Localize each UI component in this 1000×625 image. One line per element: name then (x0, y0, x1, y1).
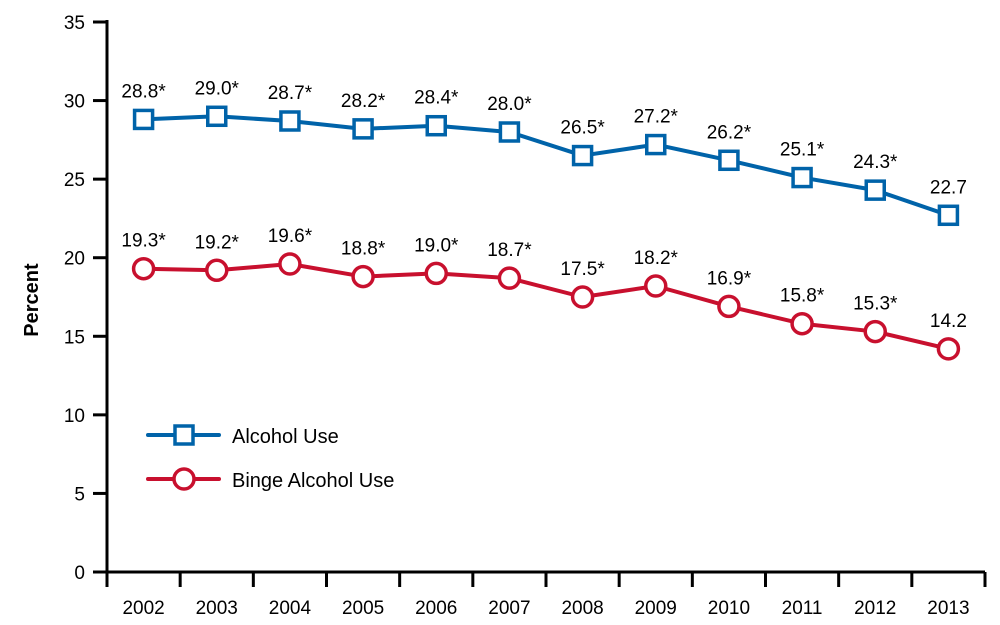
y-tick-label: 10 (64, 406, 85, 427)
data-label: 28.8* (121, 81, 166, 102)
data-point (497, 266, 522, 290)
data-point (206, 105, 228, 128)
data-point (645, 133, 667, 156)
data-point (351, 264, 375, 289)
data-label: 17.5* (560, 259, 605, 280)
data-label: 22.7 (930, 177, 967, 198)
data-label: 28.7* (268, 83, 313, 104)
data-label: 19.0* (414, 235, 459, 256)
x-tick-label: 2002 (122, 598, 164, 619)
square-marker-icon (173, 424, 195, 446)
data-point (424, 261, 448, 286)
y-tick-label: 5 (74, 484, 85, 505)
x-tick-label: 2004 (269, 598, 312, 619)
data-label: 19.6* (268, 226, 313, 247)
data-label: 18.7* (487, 240, 532, 261)
data-label: 14.2 (930, 311, 967, 332)
data-point (279, 110, 301, 132)
legend-item: Alcohol Use (146, 424, 339, 448)
x-tick-label: 2006 (415, 598, 457, 619)
data-label: 18.2* (634, 248, 679, 269)
data-label: 16.9* (707, 268, 752, 289)
series-line (143, 262, 949, 351)
data-label: 19.2* (195, 232, 240, 253)
y-tick-label: 20 (64, 249, 85, 270)
data-point (718, 149, 740, 172)
data-label: 15.3* (853, 294, 898, 315)
data-point (132, 108, 155, 131)
data-point (498, 121, 521, 143)
x-tick-label: 2012 (854, 598, 896, 619)
y-tick-label: 30 (64, 92, 85, 113)
data-label: 29.0* (195, 78, 240, 99)
data-label: 18.8* (341, 239, 386, 260)
x-tick-label: 2003 (196, 598, 238, 619)
data-point (790, 311, 814, 336)
data-label: 15.8* (780, 286, 825, 307)
x-tick-label: 2011 (782, 598, 823, 619)
data-label: 27.2* (634, 107, 679, 128)
x-tick-label: 2013 (927, 598, 969, 619)
legend-item: Binge Alcohol Use (146, 467, 394, 492)
series-line (143, 114, 950, 218)
data-label: 26.2* (707, 122, 752, 143)
data-point (864, 179, 886, 201)
y-tick-label: 35 (64, 13, 85, 34)
series-binge-alcohol-use: 19.3* 19.2* 19.6* 18.8* 19.0* 18.7* 17.5* 18.2*… (121, 226, 967, 361)
x-tick-label: 2010 (708, 598, 750, 619)
data-label: 19.3* (121, 231, 166, 252)
data-label: 28.2* (341, 91, 386, 112)
data-label: 24.3* (853, 152, 898, 173)
data-point (791, 166, 813, 189)
data-point (278, 252, 302, 276)
x-tick-label: 2008 (561, 598, 603, 619)
y-tick-label: 0 (74, 563, 85, 584)
y-tick-label: 15 (64, 327, 85, 348)
x-tick-label: 2005 (342, 598, 384, 619)
x-tick-label: 2007 (488, 598, 530, 619)
y-axis-label: Percent (21, 263, 43, 337)
legend-label: Alcohol Use (232, 426, 339, 448)
data-point (131, 256, 156, 281)
data-point (863, 319, 887, 344)
data-label: 25.1* (780, 140, 825, 161)
data-point (352, 118, 374, 140)
legend-label: Binge Alcohol Use (232, 470, 394, 492)
data-point (644, 274, 668, 298)
data-label: 28.0* (487, 94, 532, 115)
data-point (571, 144, 594, 167)
data-point (717, 294, 741, 319)
data-point (937, 204, 960, 227)
series-alcohol-use: 28.8* 29.0* 28.7* 28.2* 28.4* 28.0* 26.5* 27.2*… (121, 78, 967, 227)
data-point (936, 337, 961, 361)
x-tick-label: 2009 (635, 598, 677, 619)
data-label: 28.4* (414, 88, 459, 109)
circle-marker-icon (172, 467, 196, 491)
data-point (570, 285, 595, 309)
data-point (425, 114, 447, 137)
data-label: 26.5* (560, 118, 605, 139)
y-tick-label: 25 (64, 170, 85, 191)
data-point (205, 258, 229, 283)
